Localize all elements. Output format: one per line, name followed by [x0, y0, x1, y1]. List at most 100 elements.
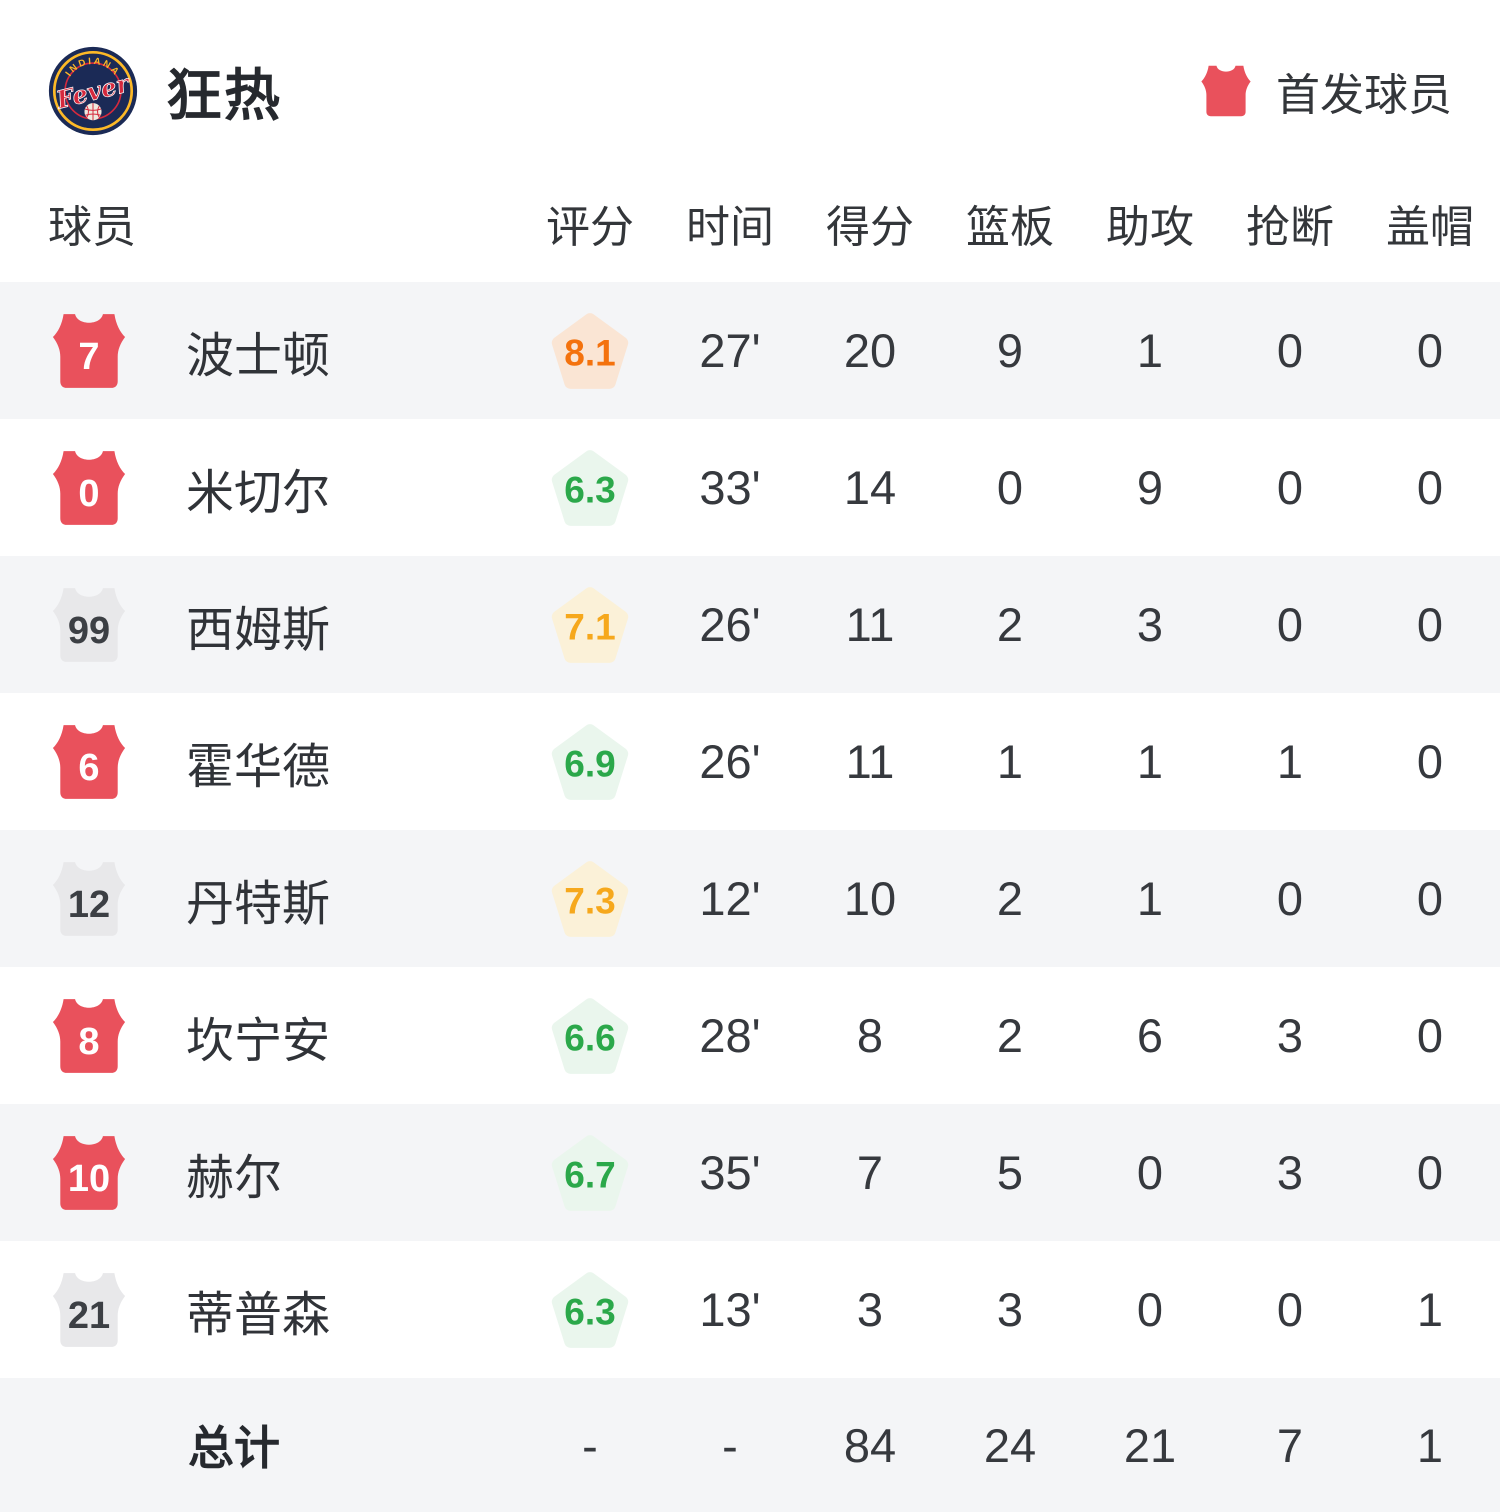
team-header: INDIANA Fever 狂热 首发球员	[0, 0, 1500, 164]
rating-badge: 6.3	[551, 449, 629, 526]
stat-points: 8	[856, 1009, 884, 1062]
player-cell: 7 波士顿	[48, 307, 520, 395]
stat-rebounds: 2	[996, 1009, 1024, 1062]
player-cell: 12 丹特斯	[48, 855, 520, 943]
column-header-time: 时间	[686, 203, 774, 252]
table-row[interactable]: 99 西姆斯 7.1 26' 11 2 3 0 0	[0, 556, 1500, 693]
jersey-icon: 7	[48, 307, 130, 395]
rating-cell: 7.3	[520, 860, 660, 937]
jersey-icon: 12	[48, 855, 130, 943]
stat-points: 3	[856, 1283, 884, 1336]
rating-badge: 7.3	[551, 860, 629, 937]
starter-legend: 首发球员	[1198, 59, 1452, 123]
rating-value: 6.3	[564, 1291, 616, 1333]
player-name: 米切尔	[186, 466, 331, 520]
page-title: 狂热	[166, 63, 282, 127]
column-header-rebounds: 篮板	[966, 203, 1054, 252]
jersey-number: 99	[67, 609, 111, 652]
rating-cell: 7.1	[520, 586, 660, 663]
column-header-rating: 评分	[546, 203, 634, 252]
stat-steals: 1	[1276, 735, 1304, 788]
player-name: 丹特斯	[186, 877, 331, 931]
player-cell: 21 蒂普森	[48, 1266, 520, 1354]
rating-cell: 6.9	[520, 723, 660, 800]
table-row[interactable]: 7 波士顿 8.1 27' 20 9 1 0 0	[0, 282, 1500, 419]
stat-assists: 1	[1136, 324, 1164, 377]
stat-blocks: 0	[1416, 324, 1444, 377]
table-column-header: 球员 评分 时间 得分 篮板 助攻 抢断 盖帽	[0, 164, 1500, 282]
player-cell: 6 霍华德	[48, 718, 520, 806]
totals-rebounds: 24	[983, 1418, 1037, 1472]
stat-assists: 0	[1136, 1283, 1164, 1336]
rating-value: 8.1	[564, 332, 616, 374]
rating-value: 7.3	[564, 880, 616, 922]
rating-cell: 8.1	[520, 312, 660, 389]
rating-value: 6.7	[564, 1154, 616, 1196]
starter-jersey-icon	[1201, 65, 1251, 117]
stat-blocks: 0	[1416, 598, 1444, 651]
stat-rebounds: 2	[996, 598, 1024, 651]
stat-steals: 0	[1276, 598, 1304, 651]
rating-cell: 6.7	[520, 1134, 660, 1211]
stat-rebounds: 9	[996, 324, 1024, 377]
jersey-number: 12	[67, 883, 111, 926]
table-row[interactable]: 0 米切尔 6.3 33' 14 0 9 0 0	[0, 419, 1500, 556]
rating-badge: 6.6	[551, 997, 629, 1074]
rating-badge: 6.3	[551, 1271, 629, 1348]
table-row[interactable]: 6 霍华德 6.9 26' 11 1 1 1 0	[0, 693, 1500, 830]
jersey-number: 21	[67, 1294, 111, 1337]
stat-time: 28'	[699, 1009, 761, 1062]
stat-time: 12'	[699, 872, 761, 925]
indiana-fever-logo: INDIANA Fever	[48, 46, 138, 136]
stat-steals: 3	[1276, 1009, 1304, 1062]
jersey-icon: 99	[48, 581, 130, 669]
stat-steals: 0	[1276, 1283, 1304, 1336]
table-row[interactable]: 12 丹特斯 7.3 12' 10 2 1 0 0	[0, 830, 1500, 967]
player-name: 西姆斯	[186, 603, 331, 657]
stat-rebounds: 1	[996, 735, 1024, 788]
stat-points: 20	[843, 324, 897, 377]
stat-points: 11	[845, 735, 895, 788]
totals-steals: 7	[1276, 1418, 1304, 1472]
jersey-number: 7	[78, 335, 100, 378]
starter-legend-label: 首发球员	[1276, 71, 1452, 120]
player-name: 霍华德	[186, 740, 331, 794]
totals-time: -	[722, 1418, 738, 1472]
totals-points: 84	[843, 1418, 897, 1472]
stat-time: 35'	[699, 1146, 761, 1199]
rating-value: 6.3	[564, 469, 616, 511]
stat-time: 33'	[699, 461, 761, 514]
totals-assists: 21	[1123, 1418, 1177, 1472]
totals-label: 总计	[188, 1422, 280, 1474]
jersey-icon: 21	[48, 1266, 130, 1354]
player-name: 蒂普森	[186, 1288, 331, 1342]
stat-steals: 0	[1276, 461, 1304, 514]
player-cell: 10 赫尔	[48, 1129, 520, 1217]
jersey-icon: 8	[48, 992, 130, 1080]
table-row[interactable]: 8 坎宁安 6.6 28' 8 2 6 3 0	[0, 967, 1500, 1104]
rating-value: 7.1	[564, 606, 616, 648]
jersey-number: 6	[78, 746, 100, 789]
column-header-player: 球员	[48, 203, 136, 252]
stat-points: 11	[845, 598, 895, 651]
stat-points: 7	[856, 1146, 884, 1199]
totals-blocks: 1	[1416, 1418, 1444, 1472]
stat-blocks: 0	[1416, 461, 1444, 514]
stat-rebounds: 5	[996, 1146, 1024, 1199]
column-header-blocks: 盖帽	[1386, 203, 1474, 252]
stat-steals: 0	[1276, 872, 1304, 925]
rating-badge: 8.1	[551, 312, 629, 389]
stat-blocks: 1	[1416, 1283, 1444, 1336]
stat-blocks: 0	[1416, 872, 1444, 925]
rating-cell: 6.3	[520, 1271, 660, 1348]
rating-cell: 6.3	[520, 449, 660, 526]
stat-assists: 1	[1136, 735, 1164, 788]
stat-time: 13'	[699, 1283, 761, 1336]
stat-points: 10	[843, 872, 897, 925]
table-row[interactable]: 21 蒂普森 6.3 13' 3 3 0 0 1	[0, 1241, 1500, 1378]
stat-assists: 6	[1136, 1009, 1164, 1062]
stat-assists: 0	[1136, 1146, 1164, 1199]
table-row[interactable]: 10 赫尔 6.7 35' 7 5 0 3 0	[0, 1104, 1500, 1241]
player-name: 波士顿	[186, 329, 331, 383]
jersey-icon: 0	[48, 444, 130, 532]
